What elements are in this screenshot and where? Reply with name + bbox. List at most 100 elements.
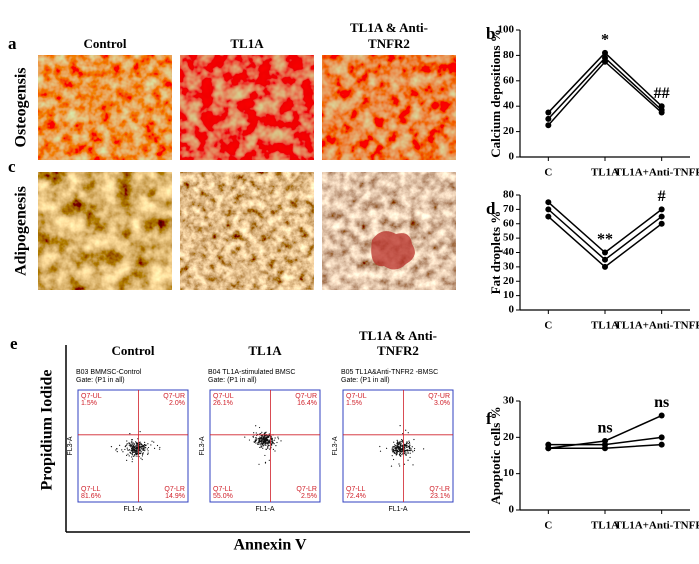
event-dot [407,442,409,445]
event-dot [265,435,267,437]
plot-header: Gate: (P1 in all) [341,377,390,384]
event-dot [268,439,271,441]
event-dot [131,450,133,452]
data-point [602,437,608,444]
event-dot [136,447,138,450]
event-dot [129,452,132,454]
event-dot [395,452,397,455]
event-dot [136,442,138,444]
event-dot [131,452,134,454]
event-dot [126,447,128,449]
data-point [545,213,552,220]
event-dot [399,440,401,442]
event-dot [270,439,272,441]
event-dot [263,439,265,442]
event-dot [402,450,404,452]
y-axis-title: Apoptotic cells % [488,406,503,504]
event-dot [151,440,153,442]
event-dot [255,442,257,444]
event-dot [270,437,272,439]
data-point [602,263,608,270]
event-dot [406,444,408,446]
x-tick-label: TL1A+Anti-TNFR2 [615,520,699,532]
event-dot [252,436,255,438]
event-dot [403,463,406,465]
event-dot [273,443,275,445]
event-dot [403,444,405,447]
event-dot [136,452,138,454]
event-dot [267,436,269,438]
event-dot [141,455,144,457]
event-dot [259,438,261,440]
data-point [658,220,665,227]
data-point [545,206,552,213]
event-dot [138,446,141,448]
event-dot [256,434,258,437]
data-point [658,412,665,419]
event-dot [270,443,273,445]
event-dot [385,447,388,449]
quadrant-value: 2.5% [301,493,317,500]
plot-title: TL1A [248,343,282,358]
event-dot [412,451,414,453]
event-dot [399,443,401,445]
data-point [602,249,608,256]
event-dot [267,443,270,445]
event-dot [409,452,411,454]
event-dot [268,433,270,435]
event-dot [396,442,398,444]
event-dot [116,448,118,450]
event-dot [390,465,393,467]
event-dot [406,449,408,452]
column-label: Control [83,36,126,51]
quadrant-value: 55.0% [213,493,233,500]
event-dot [401,445,403,447]
event-dot [258,426,261,429]
event-dot [407,459,409,461]
event-dot [131,440,133,442]
stain [371,231,415,270]
event-dot [126,459,128,461]
event-dot [392,448,394,451]
event-dot [255,432,257,434]
event-dot [144,448,146,450]
event-dot [134,452,137,454]
event-dot [396,440,399,442]
event-dot [401,439,403,441]
event-dot [409,449,412,451]
quadrant-value: 3.0% [434,400,450,407]
event-dot [404,446,406,448]
event-dot [135,453,138,456]
x-tick-label: TL1A [591,167,619,179]
event-dot [156,444,159,447]
event-dot [413,447,416,450]
event-dot [262,440,264,442]
plot-header: B04 TL1A-stimulated BMSC [208,369,295,376]
event-dot [147,443,149,445]
event-dot [413,449,416,452]
event-dot [275,445,277,447]
y-tick-label: 0 [509,151,515,163]
event-dot [134,445,136,447]
event-dot [262,442,264,444]
event-dot [405,452,407,454]
axis-label: FL3-A [199,436,206,455]
panel-letter: a [8,34,17,53]
event-dot [409,444,411,447]
y-tick-label: 30 [503,395,515,407]
axis-label: FL1-A [123,506,142,513]
event-dot [405,446,408,448]
event-dot [393,452,395,454]
event-dot [142,453,144,455]
event-dot [404,450,406,452]
event-dot [133,449,135,451]
event-dot [267,441,269,443]
data-point [602,49,608,56]
event-dot [260,433,262,435]
micrograph [180,55,314,160]
event-dot [261,443,263,445]
event-dot [404,444,406,447]
y-axis-title: Fat droplets % [488,211,503,295]
event-dot [398,463,400,465]
axis-title: Propidium Iodide [39,369,56,490]
